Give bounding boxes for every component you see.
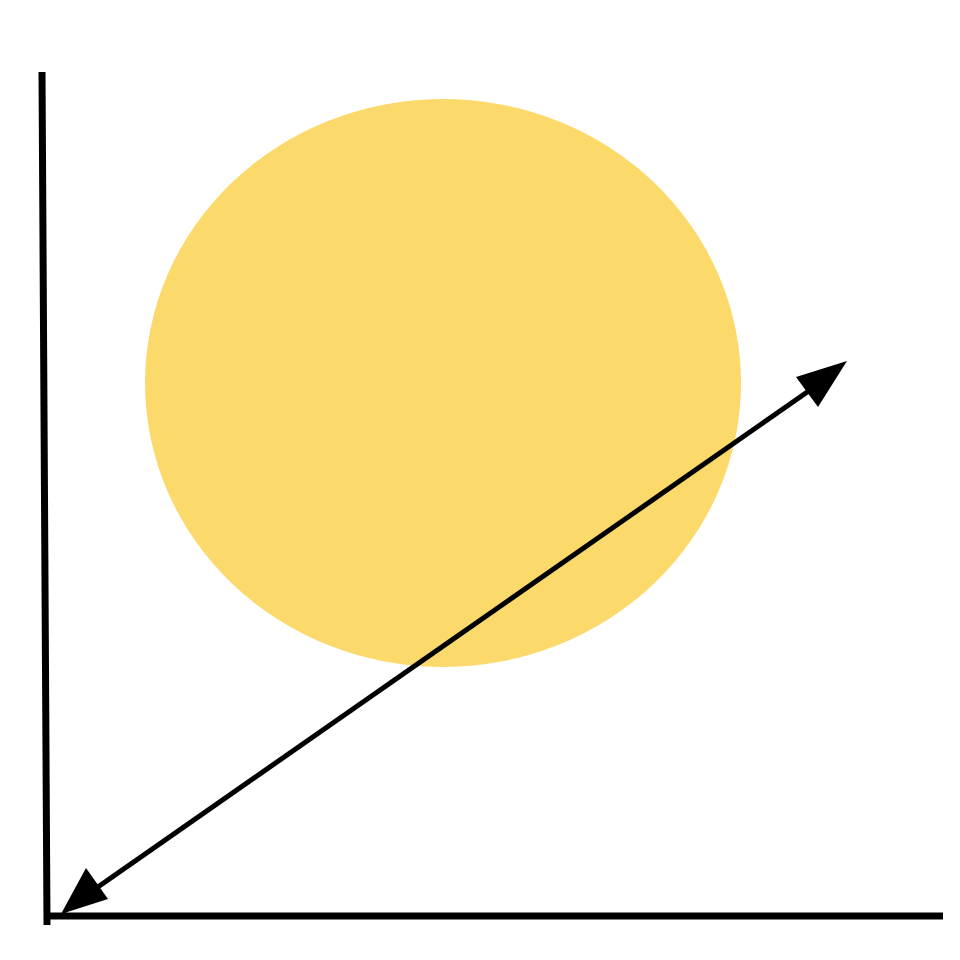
arrowhead-end-icon xyxy=(796,361,847,407)
arrowhead-start-icon xyxy=(61,868,108,914)
arrow-shaft xyxy=(93,385,815,892)
double-headed-diagonal-arrow xyxy=(61,361,847,914)
vertical-axis-line xyxy=(38,71,51,926)
yellow-circle xyxy=(145,99,741,667)
